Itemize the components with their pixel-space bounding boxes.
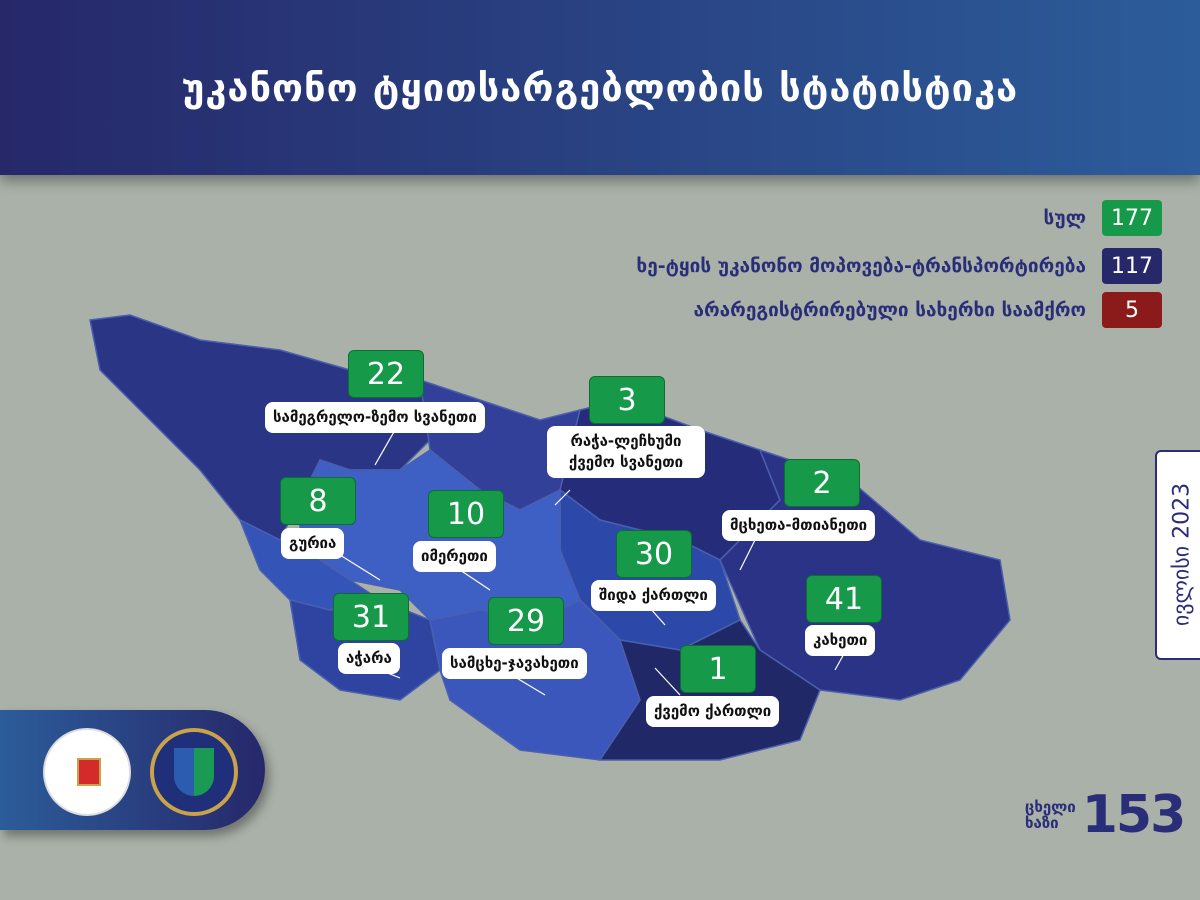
forestry-agency-logo xyxy=(150,728,238,816)
label-racha: რაჭა-ლეჩხუმი ქვემო სვანეთი xyxy=(547,426,705,478)
label-adjara: აჭარა xyxy=(338,643,400,674)
legend-label: ხე-ტყის უკანონო მოპოვება-ტრანსპორტირება xyxy=(636,255,1086,277)
label-mtskheta: მცხეთა-მთიანეთი xyxy=(722,510,876,541)
hotline-label: ხაზი xyxy=(1025,814,1059,832)
label-kakheti: კახეთი xyxy=(805,625,876,656)
count-kvemo-kartli: 1 xyxy=(680,645,756,693)
label-samtskhe: სამცხე-ჯავახეთი xyxy=(442,648,587,679)
count-imereti: 10 xyxy=(428,490,504,538)
header: უკანონო ტყითსარგებლობის სტატისტიკა xyxy=(0,0,1200,175)
label-shida-kartli: შიდა ქართლი xyxy=(591,580,716,611)
hotline: ცხელი ხაზი 153 xyxy=(1025,785,1187,845)
legend-total: სულ 177 xyxy=(1044,200,1162,236)
count-shida-kartli: 30 xyxy=(616,530,692,578)
label-samegrelo: სამეგრელო-ზემო სვანეთი xyxy=(265,402,485,433)
count-guria: 8 xyxy=(280,477,356,525)
label-guria: გურია xyxy=(281,528,345,559)
legend-sawmill: არარეგისტრირებული სახერხი საამქრო 5 xyxy=(693,292,1162,328)
legend-value: 177 xyxy=(1102,200,1162,236)
hotline-label: ცხელი xyxy=(1025,797,1076,816)
label-kvemo-kartli: ქვემო ქართლი xyxy=(646,696,780,727)
legend-label: არარეგისტრირებული სახერხი საამქრო xyxy=(693,299,1087,321)
hotline-number: 153 xyxy=(1081,785,1187,845)
count-samegrelo: 22 xyxy=(348,350,424,398)
legend-label: სულ xyxy=(1043,207,1086,229)
ministry-logo xyxy=(43,728,131,816)
page-title: უკანონო ტყითსარგებლობის სტატისტიკა xyxy=(181,65,1019,110)
date-badge: ივლისი 2023 xyxy=(1155,450,1200,660)
logos-banner xyxy=(0,710,265,830)
count-adjara: 31 xyxy=(333,593,409,641)
label-imereti: იმერეთი xyxy=(413,541,496,572)
count-kakheti: 41 xyxy=(806,575,882,623)
count-racha: 3 xyxy=(589,376,665,424)
count-mtskheta: 2 xyxy=(784,459,860,507)
legend-illegal-logging: ხე-ტყის უკანონო მოპოვება-ტრანსპორტირება … xyxy=(636,248,1162,284)
legend-value: 5 xyxy=(1102,292,1162,328)
count-samtskhe: 29 xyxy=(488,597,564,645)
legend-value: 117 xyxy=(1102,248,1162,284)
date-text: ივლისი 2023 xyxy=(1169,482,1195,627)
